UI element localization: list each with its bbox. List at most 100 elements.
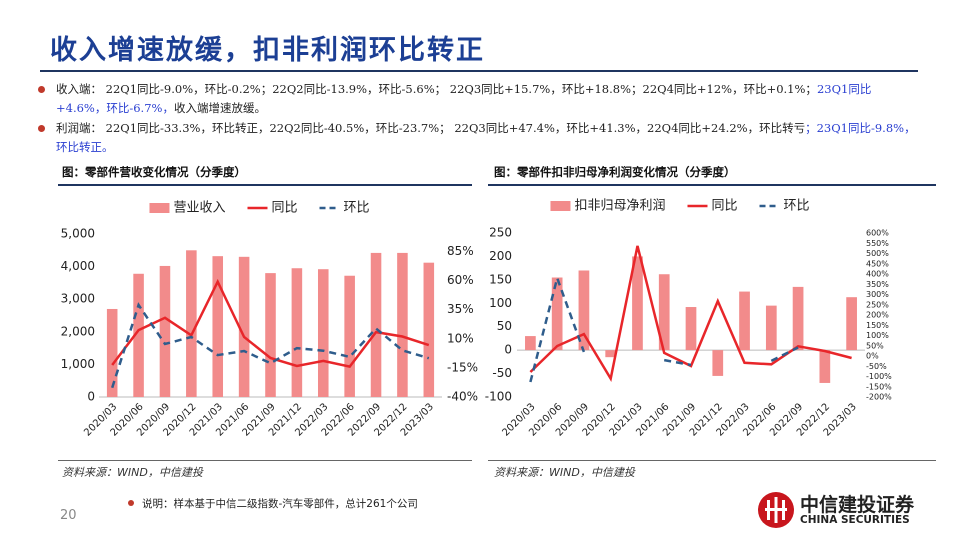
y-tick-label: 0	[87, 390, 95, 404]
chart-caption: 图：零部件营收变化情况（分季度）	[62, 165, 246, 179]
note: 说明：样本基于中信二级指数-汽车零部件，总计261个公司	[142, 498, 418, 510]
y2-tick-label: 350%	[866, 280, 889, 289]
bar	[344, 275, 355, 397]
bar	[423, 262, 435, 397]
y2-tick-label: 600%	[866, 229, 889, 238]
y-tick-label: 100	[489, 296, 512, 310]
y-tick-label: -100	[485, 390, 512, 404]
y2-tick-label: 35%	[447, 302, 474, 316]
y-tick-label: 0	[504, 343, 512, 357]
y2-tick-label: 500%	[866, 249, 889, 258]
bar	[212, 256, 224, 397]
y-tick-label: 5,000	[61, 227, 95, 241]
legend-label: 环比	[784, 199, 810, 214]
bar	[265, 273, 276, 397]
bullet-highlight: 23Q1同比+4.6%，环比-6.7%，	[56, 82, 872, 115]
bar	[291, 268, 303, 397]
y2-tick-label: -100%	[866, 372, 892, 381]
y2-tick-label: 400%	[866, 270, 889, 279]
y2-tick-label: 300%	[866, 290, 889, 299]
bullet-highlight: ；23Q1同比-9.8%，环比转正。	[56, 121, 916, 154]
bullet-text: 收入端： 22Q1同比-9.0%，环比-0.2%；22Q2同比-13.9%，环比…	[56, 82, 817, 96]
note-dot	[128, 500, 134, 506]
y2-tick-label: -40%	[447, 390, 478, 404]
bar	[317, 269, 329, 397]
bullet-tail: 收入端增速放缓。	[173, 101, 266, 115]
y-tick-label: 4,000	[61, 259, 95, 273]
y2-tick-label: 60%	[447, 273, 474, 287]
y2-tick-label: -50%	[866, 362, 887, 371]
y2-tick-label: -15%	[447, 360, 478, 374]
bar	[525, 336, 536, 351]
bar	[792, 286, 804, 351]
line	[111, 278, 430, 368]
title-rule	[40, 70, 918, 72]
line	[529, 273, 799, 383]
source: 资料来源：WIND，中信建投	[494, 466, 635, 479]
y-tick-label: 200	[489, 249, 512, 263]
bar	[739, 291, 750, 351]
legend-label: 扣非归母净利润	[574, 199, 665, 214]
bar	[551, 277, 563, 351]
legend-label: 同比	[711, 199, 737, 214]
bar	[133, 273, 144, 397]
y2-tick-label: 0%	[866, 352, 879, 361]
bar	[578, 270, 590, 351]
bullet-text: 利润端： 22Q1同比-33.3%，环比转正，22Q2同比-40.5%，环比-2…	[56, 121, 806, 135]
legend-label: 同比	[271, 201, 297, 216]
slide-title: 收入增速放缓，扣非利润环比转正	[50, 35, 485, 66]
y-tick-label: 150	[489, 272, 512, 286]
bullet: 收入端： 22Q1同比-9.0%，环比-0.2%；22Q2同比-13.9%，环比…	[38, 80, 916, 118]
logo-icon	[758, 492, 794, 528]
bar	[658, 274, 670, 351]
page-number: 20	[60, 508, 77, 523]
bar	[186, 250, 197, 397]
bar	[238, 256, 250, 397]
bar	[106, 308, 118, 397]
y-tick-label: 2,000	[61, 324, 95, 338]
bar	[712, 350, 724, 376]
bar	[632, 256, 643, 351]
y2-tick-label: 150%	[866, 321, 889, 330]
y-tick-label: 250	[489, 226, 512, 240]
y-tick-label: 1,000	[61, 357, 95, 371]
legend-swatch	[149, 203, 170, 213]
y2-tick-label: 10%	[447, 331, 474, 345]
bar	[605, 350, 617, 358]
logo-name: 中信建投证券	[800, 494, 915, 516]
y2-tick-label: 200%	[866, 311, 889, 320]
bullet-dot	[38, 86, 45, 93]
legend-label: 营业收入	[173, 201, 225, 216]
line	[111, 302, 430, 389]
chart-caption: 图：零部件扣非归母净利润变化情况（分季度）	[494, 165, 736, 179]
y-tick-label: 3,000	[61, 292, 95, 306]
bar	[846, 297, 857, 351]
line	[529, 245, 852, 383]
y2-tick-label: 550%	[866, 239, 889, 248]
bar	[685, 307, 697, 351]
y2-tick-label: 85%	[447, 244, 474, 258]
y2-tick-label: 250%	[866, 300, 889, 309]
y2-tick-label: 450%	[866, 259, 889, 268]
bar	[159, 265, 171, 397]
bullet: 利润端： 22Q1同比-33.3%，环比转正，22Q2同比-40.5%，环比-2…	[38, 119, 916, 157]
bar	[765, 305, 777, 351]
y-tick-label: -50	[492, 366, 512, 380]
bar	[370, 252, 382, 397]
caption-rule	[58, 184, 472, 186]
y2-tick-label: 50%	[866, 341, 884, 350]
source: 资料来源：WIND，中信建投	[62, 466, 203, 479]
bar	[819, 350, 831, 383]
y-tick-label: 50	[497, 319, 512, 333]
legend-label: 环比	[344, 201, 370, 216]
y2-tick-label: -150%	[866, 382, 892, 391]
source-rule	[58, 460, 472, 461]
y2-tick-label: -200%	[866, 393, 892, 402]
logo-english: CHINA SECURITIES	[800, 514, 910, 526]
caption-rule	[488, 184, 936, 186]
source-rule	[488, 460, 936, 461]
y2-tick-label: 100%	[866, 331, 889, 340]
bullet-dot	[38, 125, 45, 132]
